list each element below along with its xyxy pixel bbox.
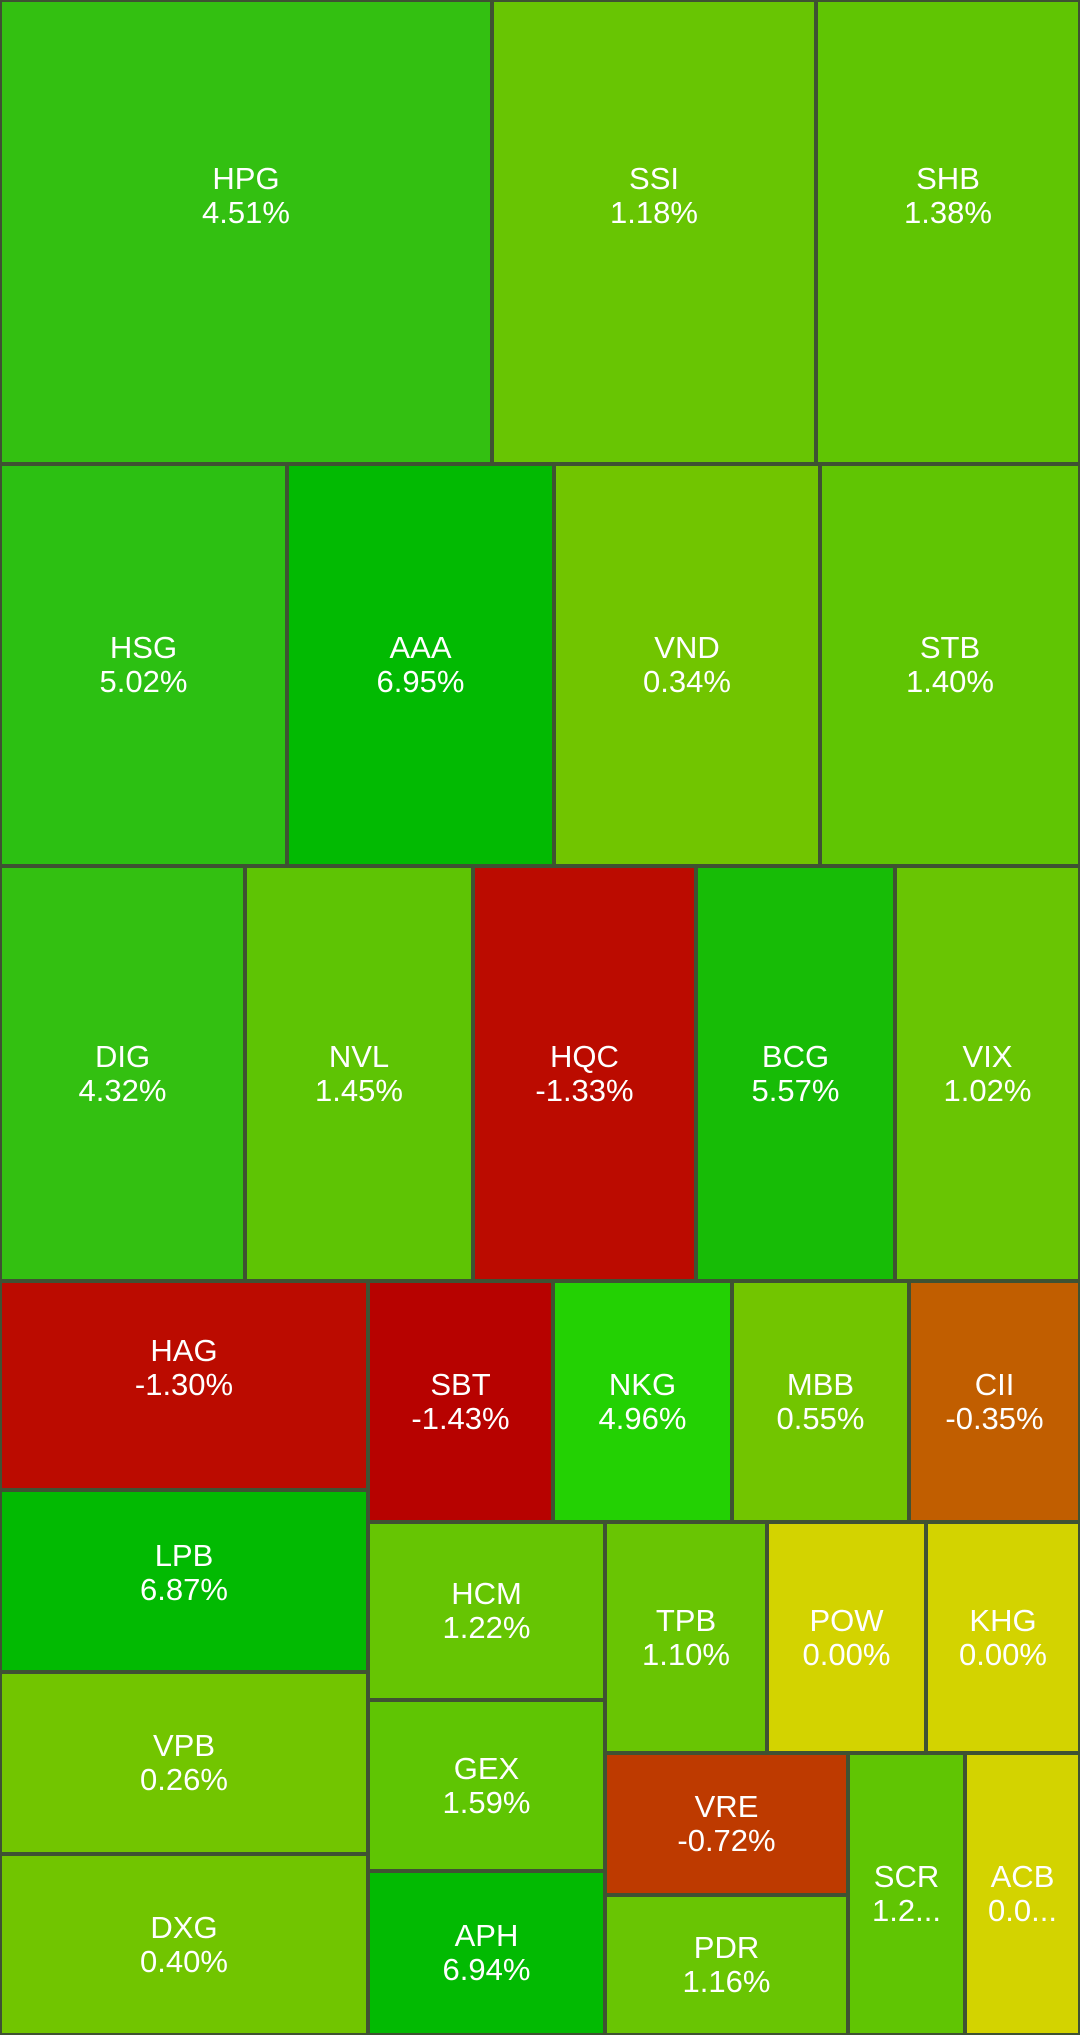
- tile-change: 1.2...: [872, 1893, 941, 1928]
- tile-change: 1.45%: [315, 1072, 403, 1108]
- tile-pdr[interactable]: PDR 1.16%: [605, 1895, 848, 2035]
- tile-change: 1.38%: [904, 195, 992, 230]
- tile-symbol: AAA: [389, 630, 452, 665]
- tile-symbol: HQC: [550, 1038, 619, 1074]
- tile-hsg[interactable]: HSG 5.02%: [0, 464, 287, 866]
- tile-symbol: KHG: [969, 1602, 1037, 1638]
- tile-change: 1.16%: [682, 1964, 771, 1999]
- tile-change: 1.22%: [442, 1610, 531, 1645]
- tile-change: 0.0...: [988, 1893, 1057, 1928]
- tile-change: -0.35%: [945, 1400, 1044, 1436]
- tile-symbol: MBB: [786, 1366, 855, 1402]
- tile-symbol: HCM: [451, 1576, 522, 1611]
- tile-symbol: PDR: [693, 1930, 760, 1965]
- tile-symbol: TPB: [655, 1602, 717, 1638]
- tile-symbol: NVL: [328, 1038, 390, 1074]
- tile-symbol: VRE: [694, 1789, 759, 1824]
- tile-change: -0.72%: [677, 1823, 776, 1858]
- tile-acb[interactable]: ACB 0.0...: [965, 1753, 1080, 2035]
- tile-tpb[interactable]: TPB 1.10%: [605, 1522, 767, 1753]
- tile-dxg[interactable]: DXG 0.40%: [0, 1854, 368, 2035]
- tile-vpb[interactable]: VPB 0.26%: [0, 1672, 368, 1854]
- tile-dig[interactable]: DIG 4.32%: [0, 866, 245, 1281]
- tile-change: 5.57%: [751, 1072, 840, 1108]
- tile-change: 6.95%: [376, 664, 465, 699]
- tile-scr[interactable]: SCR 1.2...: [848, 1753, 965, 2035]
- tile-symbol: SHB: [916, 161, 980, 196]
- tile-aaa[interactable]: AAA 6.95%: [287, 464, 554, 866]
- tile-change: 1.10%: [642, 1636, 730, 1672]
- tile-vnd[interactable]: VND 0.34%: [554, 464, 820, 866]
- tile-bcg[interactable]: BCG 5.57%: [696, 866, 895, 1281]
- tile-change: -1.43%: [411, 1400, 510, 1436]
- tile-hcm[interactable]: HCM 1.22%: [368, 1522, 605, 1700]
- tile-nkg[interactable]: NKG 4.96%: [553, 1281, 732, 1522]
- tile-hpg[interactable]: HPG 4.51%: [0, 0, 492, 464]
- tile-nvl[interactable]: NVL 1.45%: [245, 866, 473, 1281]
- tile-change: 4.51%: [202, 195, 290, 230]
- tile-symbol: SBT: [430, 1366, 491, 1402]
- tile-symbol: NKG: [608, 1366, 677, 1402]
- tile-change: 0.00%: [802, 1636, 891, 1672]
- tile-symbol: GEX: [453, 1750, 520, 1786]
- tile-change: 6.87%: [140, 1572, 228, 1607]
- tile-shb[interactable]: SHB 1.38%: [816, 0, 1080, 464]
- tile-change: 4.96%: [598, 1400, 687, 1436]
- tile-pow[interactable]: POW 0.00%: [767, 1522, 926, 1753]
- tile-symbol: VPB: [152, 1728, 216, 1763]
- tile-change: 1.59%: [442, 1784, 531, 1820]
- tile-symbol: ACB: [990, 1859, 1055, 1894]
- tile-change: 5.02%: [99, 664, 188, 699]
- tile-change: 0.55%: [776, 1400, 865, 1436]
- tile-change: 0.34%: [643, 664, 731, 699]
- tile-symbol: HSG: [109, 630, 178, 665]
- tile-change: 0.26%: [140, 1762, 228, 1797]
- tile-symbol: VND: [654, 630, 720, 665]
- tile-symbol: DIG: [94, 1038, 151, 1074]
- tile-gex[interactable]: GEX 1.59%: [368, 1700, 605, 1871]
- tile-mbb[interactable]: MBB 0.55%: [732, 1281, 909, 1522]
- tile-khg[interactable]: KHG 0.00%: [926, 1522, 1080, 1753]
- tile-change: 0.00%: [959, 1636, 1047, 1672]
- tile-stb[interactable]: STB 1.40%: [820, 464, 1080, 866]
- tile-symbol: HAG: [150, 1332, 218, 1368]
- tile-change: 0.40%: [140, 1943, 228, 1979]
- tile-change: 4.32%: [78, 1072, 167, 1108]
- tile-ssi[interactable]: SSI 1.18%: [492, 0, 816, 464]
- tile-change: 1.02%: [943, 1072, 1032, 1108]
- tile-symbol: HPG: [212, 161, 280, 196]
- tile-vre[interactable]: VRE -0.72%: [605, 1753, 848, 1895]
- tile-symbol: DXG: [150, 1909, 218, 1945]
- tile-cii[interactable]: CII -0.35%: [909, 1281, 1080, 1522]
- tile-symbol: VIX: [962, 1038, 1013, 1074]
- tile-symbol: LPB: [154, 1538, 214, 1573]
- tile-aph[interactable]: APH 6.94%: [368, 1871, 605, 2035]
- tile-symbol: SCR: [873, 1859, 940, 1894]
- tile-symbol: STB: [919, 630, 981, 665]
- tile-change: 6.94%: [442, 1952, 531, 1987]
- tile-vix[interactable]: VIX 1.02%: [895, 866, 1080, 1281]
- tile-symbol: CII: [974, 1366, 1015, 1402]
- tile-symbol: BCG: [761, 1038, 830, 1074]
- tile-change: 1.40%: [906, 664, 994, 699]
- tile-symbol: APH: [454, 1918, 519, 1953]
- tile-lpb[interactable]: LPB 6.87%: [0, 1490, 368, 1672]
- tile-change: -1.33%: [535, 1072, 634, 1108]
- tile-hag[interactable]: HAG -1.30%: [0, 1281, 368, 1490]
- tile-hqc[interactable]: HQC -1.33%: [473, 866, 696, 1281]
- tile-symbol: SSI: [629, 161, 679, 196]
- tile-sbt[interactable]: SBT -1.43%: [368, 1281, 553, 1522]
- tile-change: 1.18%: [610, 195, 698, 230]
- tile-symbol: POW: [809, 1602, 884, 1638]
- tile-change: -1.30%: [134, 1366, 234, 1402]
